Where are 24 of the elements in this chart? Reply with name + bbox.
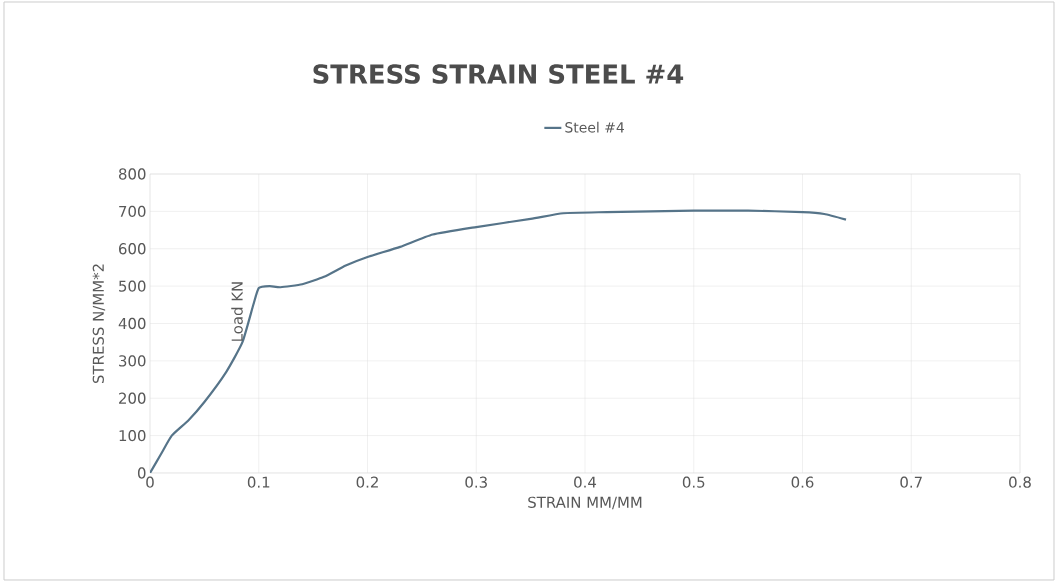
x-tick-label: 0.7 xyxy=(900,476,922,488)
x-tick-label: 0.8 xyxy=(1009,476,1031,488)
x-tick-label: 0 xyxy=(146,476,154,488)
y-tick-label: 300 xyxy=(119,355,146,367)
y-tick-label: 800 xyxy=(118,168,146,180)
y-tick-label: 200 xyxy=(119,392,146,404)
x-tick-label: 0.4 xyxy=(574,476,597,488)
x-tick-label: 0.1 xyxy=(247,476,270,488)
x-tick-label: 0.2 xyxy=(356,476,378,488)
chart-title: STRESS STRAIN STEEL #4 xyxy=(313,64,684,84)
y-tick-label: 400 xyxy=(118,317,146,330)
y-tick-label: 100 xyxy=(119,429,146,442)
x-tick-label: 0.6 xyxy=(791,476,814,488)
legend-label: Steel #4 xyxy=(565,121,624,133)
x-tick-label: 0.3 xyxy=(465,476,487,488)
y-axis-title: STRESS N/MM*2 xyxy=(92,264,106,384)
line-series xyxy=(150,209,848,473)
y-tick-label: 500 xyxy=(119,280,146,292)
x-tick-label: 0.5 xyxy=(682,476,705,488)
y-tick-label: 0 xyxy=(137,467,146,479)
y-tick-label: 600 xyxy=(119,243,146,255)
annotation: Load KN xyxy=(231,282,243,341)
x-axis-title: STRAIN MM/MM xyxy=(528,496,642,510)
y-tick-label: 700 xyxy=(119,205,146,218)
